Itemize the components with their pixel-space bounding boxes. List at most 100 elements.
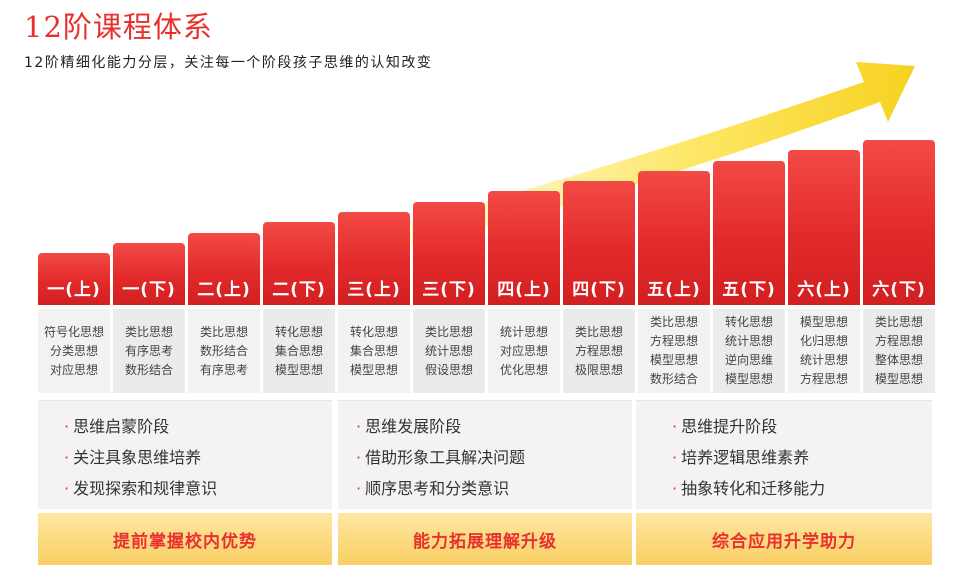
topic-item: 分类思想 (49, 343, 98, 358)
topic-item: 类比思想 (874, 315, 923, 329)
stage-item: · 思维启蒙阶段 (64, 411, 217, 442)
bullet-dot-icon: · (672, 417, 678, 436)
bullet-dot-icon: · (356, 417, 362, 436)
bullet-dot-icon: · (356, 448, 362, 467)
level-topics: 类比思想数形结合有序思考 (188, 309, 260, 393)
stage-footer: 综合应用升学助力 (636, 513, 932, 565)
topic-item: 统计思想 (724, 334, 773, 348)
topic-item: 类比思想 (124, 324, 173, 339)
level-topics: 符号化思想 分类思想 对应思想 (38, 309, 110, 393)
topic-item: 统计思想 (499, 324, 548, 339)
topic-item: 方程思想 (649, 334, 698, 348)
topic-item: 模型思想 (649, 353, 698, 367)
level-topics: 转化思想 集合思想 模型思想 (263, 309, 335, 393)
topic-item: 方程思想 (874, 334, 923, 348)
stage-item: · 借助形象工具解决问题 (356, 442, 525, 473)
bullet-dot-icon: · (356, 479, 362, 498)
topic-item: 统计思想 (424, 343, 473, 358)
stage-footer: 能力拓展理解升级 (338, 513, 632, 565)
level-bar (38, 253, 110, 305)
bullet-dot-icon: · (672, 479, 678, 498)
level-bar (338, 212, 410, 305)
level-label: 五(上) (647, 280, 701, 300)
level-label: 一(下) (122, 280, 176, 300)
bullet-dot-icon: · (64, 448, 70, 467)
topic-item: 化归思想 (799, 334, 848, 348)
topic-item: 对应思想 (49, 362, 98, 377)
topic-item: 数形结合 (199, 343, 248, 358)
stage-item-text: 发现探索和规律意识 (73, 479, 218, 498)
stage-item: · 思维发展阶段 (356, 411, 525, 442)
stage-list: · 思维提升阶段 · 培养逻辑思维素养 · 抽象转化和迁移能力 (672, 411, 825, 504)
stage-item-text: 抽象转化和迁移能力 (681, 479, 826, 498)
level-label: 三(下) (422, 280, 476, 300)
topic-item: 假设思想 (424, 362, 473, 377)
level-label: 二(下) (272, 280, 326, 300)
level-bar (638, 171, 710, 305)
level-topics: 转化思想集合思想模型思想 (338, 309, 410, 393)
level-label: 一(上) (47, 280, 101, 300)
topic-item: 类比思想 (199, 324, 248, 339)
stage-list: · 思维发展阶段 · 借助形象工具解决问题 · 顺序思考和分类意识 (356, 411, 525, 504)
level-bar (188, 233, 260, 305)
topic-item: 整体思想 (874, 353, 923, 367)
topic-item: 方程思想 (574, 343, 623, 358)
topic-item: 有序思考 (124, 343, 173, 358)
topic-item: 模型思想 (874, 372, 923, 386)
topic-item: 类比思想 (574, 324, 623, 339)
stage-item-text: 思维发展阶段 (365, 417, 462, 436)
level-topics: 类比思想 方程思想 极限思想 (563, 309, 635, 393)
level-topics: 类比思想方程思想模型思想数形结合 (638, 309, 710, 393)
stage-item-text: 培养逻辑思维素养 (681, 448, 810, 467)
topic-item: 优化思想 (499, 362, 548, 377)
level-label: 六(上) (797, 280, 851, 300)
bullet-dot-icon: · (64, 479, 70, 498)
level-bar (563, 181, 635, 305)
stage-item: · 顺序思考和分类意识 (356, 473, 525, 504)
level-topics: 类比思想方程思想整体思想模型思想 (863, 309, 935, 393)
level-label: 四(上) (497, 280, 551, 300)
topic-item: 对应思想 (499, 343, 548, 358)
topic-item: 数形结合 (649, 372, 698, 386)
topic-item: 类比思想 (649, 315, 698, 329)
level-topics: 模型思想 化归思想 统计思想 方程思想 (788, 309, 860, 393)
stage-list: · 思维启蒙阶段 · 关注具象思维培养 · 发现探索和规律意识 (64, 411, 217, 504)
topic-item: 集合思想 (349, 343, 398, 358)
topic-item: 转化思想 (349, 324, 398, 339)
level-label: 三(上) (347, 280, 401, 300)
stage-item: · 抽象转化和迁移能力 (672, 473, 825, 504)
topic-item: 模型思想 (349, 362, 398, 377)
topic-item: 模型思想 (799, 315, 848, 329)
level-bar (263, 222, 335, 305)
topic-item: 逆向思维 (724, 353, 773, 367)
level-bar (713, 161, 785, 305)
bullet-dot-icon: · (672, 448, 678, 467)
topic-item: 转化思想 (724, 315, 773, 329)
topic-item: 模型思想 (724, 372, 773, 386)
level-label: 六(下) (872, 280, 926, 300)
topic-item: 类比思想 (424, 324, 473, 339)
stage-box: · 思维发展阶段 · 借助形象工具解决问题 · 顺序思考和分类意识 (338, 400, 632, 509)
stage-item: · 关注具象思维培养 (64, 442, 217, 473)
level-label: 二(上) (197, 280, 251, 300)
level-topics: 类比思想统计思想假设思想 (413, 309, 485, 393)
stage-footer: 提前掌握校内优势 (38, 513, 332, 565)
topic-item: 集合思想 (274, 343, 323, 358)
level-label: 五(下) (722, 280, 776, 300)
topic-item: 有序思考 (199, 362, 248, 377)
page-subtitle: 12阶精细化能力分层，关注每一个阶段孩子思维的认知改变 (24, 55, 433, 71)
stage-item-text: 思维提升阶段 (681, 417, 778, 436)
level-bar (863, 140, 935, 305)
topic-item: 方程思想 (799, 372, 848, 386)
level-bar (788, 150, 860, 305)
stage-item-text: 思维启蒙阶段 (73, 417, 170, 436)
stage-item: · 思维提升阶段 (672, 411, 825, 442)
page-title: 12阶课程体系 (24, 10, 213, 44)
level-bar (113, 243, 185, 305)
stage-item: · 发现探索和规律意识 (64, 473, 217, 504)
stage-item: · 培养逻辑思维素养 (672, 442, 825, 473)
level-topics: 类比思想 有序思考 数形结合 (113, 309, 185, 393)
topic-item: 转化思想 (274, 324, 323, 339)
bullet-dot-icon: · (64, 417, 70, 436)
level-bar (413, 202, 485, 305)
